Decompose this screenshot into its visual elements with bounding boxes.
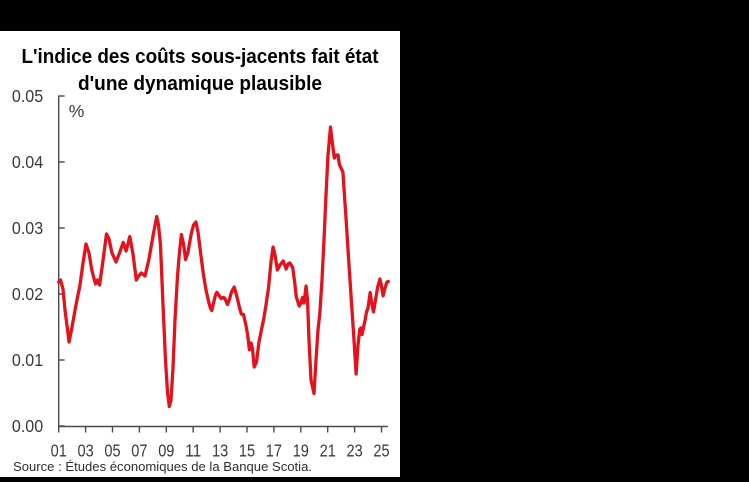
svg-text:0.00: 0.00: [12, 416, 44, 436]
svg-text:0.02: 0.02: [12, 284, 43, 304]
svg-text:Source : Études économiques de: Source : Études économiques de la Banque…: [13, 459, 312, 474]
svg-text:19: 19: [293, 440, 309, 460]
svg-text:0.03: 0.03: [12, 218, 43, 238]
svg-text:11: 11: [185, 440, 201, 460]
svg-text:0.01: 0.01: [12, 350, 43, 370]
svg-text:05: 05: [104, 440, 120, 460]
svg-text:15: 15: [239, 440, 255, 460]
svg-text:d'une dynamique plausible: d'une dynamique plausible: [78, 72, 322, 95]
svg-text:01: 01: [51, 440, 67, 460]
svg-text:0.05: 0.05: [12, 86, 43, 106]
svg-text:03: 03: [78, 440, 94, 460]
svg-text:07: 07: [131, 440, 147, 460]
svg-text:23: 23: [347, 440, 363, 460]
svg-text:25: 25: [373, 440, 389, 460]
svg-text:13: 13: [212, 440, 228, 460]
svg-text:0.04: 0.04: [12, 152, 44, 172]
svg-text:21: 21: [320, 440, 336, 460]
svg-text:%: %: [69, 101, 85, 121]
svg-text:09: 09: [158, 440, 174, 460]
svg-text:L'indice des coûts sous-jacent: L'indice des coûts sous-jacents fait éta…: [22, 45, 379, 68]
svg-text:17: 17: [266, 440, 282, 460]
